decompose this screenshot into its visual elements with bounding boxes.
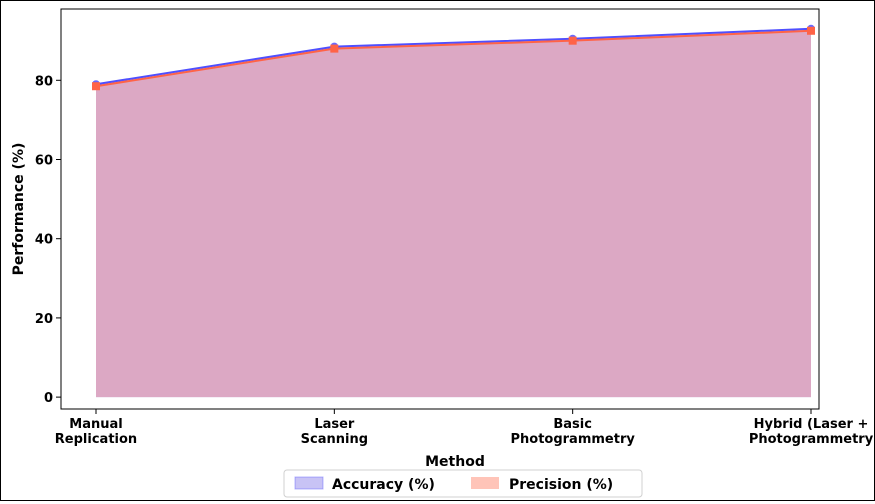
y-tick-label: 20	[35, 312, 53, 327]
y-tick-label: 80	[35, 74, 53, 89]
legend-swatch-precision	[471, 477, 499, 489]
series-line-0	[95, 27, 812, 86]
series-1-point-3	[807, 26, 815, 35]
series-line-1	[95, 29, 812, 88]
legend-swatch-accuracy	[294, 476, 324, 490]
series-1-point-1	[330, 44, 339, 53]
legend: Accuracy (%) Precision (%)	[283, 469, 643, 498]
x-tick-label: Laser Scanning	[301, 417, 368, 447]
y-tick-label: 60	[35, 153, 53, 168]
legend-label-precision: Precision (%)	[509, 477, 613, 493]
area-overlap	[96, 30, 811, 398]
legend-label-accuracy: Accuracy (%)	[332, 477, 435, 493]
series-1-point-0	[92, 82, 100, 91]
y-tick-label: 0	[44, 391, 53, 406]
x-tick-label: Hybrid (Laser + Photogrammetry	[749, 417, 874, 447]
x-tick-label: Manual Replication	[55, 417, 137, 447]
series-1-point-2	[568, 36, 577, 45]
x-axis-label: Method	[425, 454, 485, 470]
plot-area	[60, 8, 820, 410]
y-axis-label: Performance (%)	[11, 143, 27, 276]
x-tick-label: Basic Photogrammetry	[510, 417, 635, 447]
y-tick-label: 40	[35, 233, 53, 248]
